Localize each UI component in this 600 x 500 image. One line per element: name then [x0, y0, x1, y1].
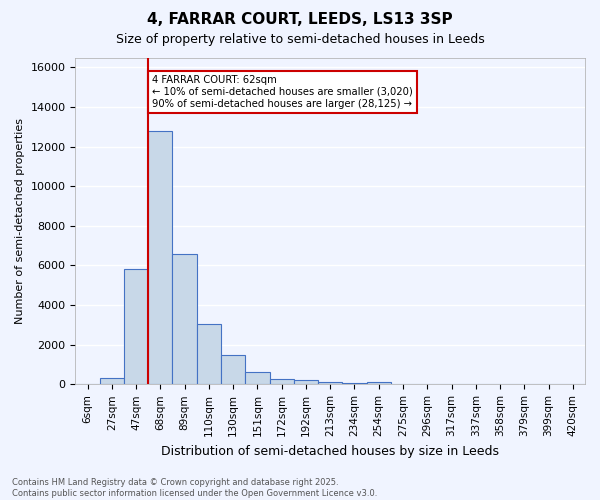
Bar [367, 382, 391, 384]
X-axis label: Distribution of semi-detached houses by size in Leeds: Distribution of semi-detached houses by … [161, 444, 499, 458]
Bar [318, 382, 343, 384]
Bar [148, 131, 172, 384]
Text: 4 FARRAR COURT: 62sqm
← 10% of semi-detached houses are smaller (3,020)
90% of s: 4 FARRAR COURT: 62sqm ← 10% of semi-deta… [152, 76, 413, 108]
Bar [197, 324, 221, 384]
Bar [245, 372, 269, 384]
Bar [221, 354, 245, 384]
Bar [100, 378, 124, 384]
Text: Size of property relative to semi-detached houses in Leeds: Size of property relative to semi-detach… [116, 32, 484, 46]
Text: 4, FARRAR COURT, LEEDS, LS13 3SP: 4, FARRAR COURT, LEEDS, LS13 3SP [147, 12, 453, 28]
Bar [269, 380, 294, 384]
Text: Contains HM Land Registry data © Crown copyright and database right 2025.
Contai: Contains HM Land Registry data © Crown c… [12, 478, 377, 498]
Bar [124, 270, 148, 384]
Bar [172, 254, 197, 384]
Bar [294, 380, 318, 384]
Y-axis label: Number of semi-detached properties: Number of semi-detached properties [15, 118, 25, 324]
